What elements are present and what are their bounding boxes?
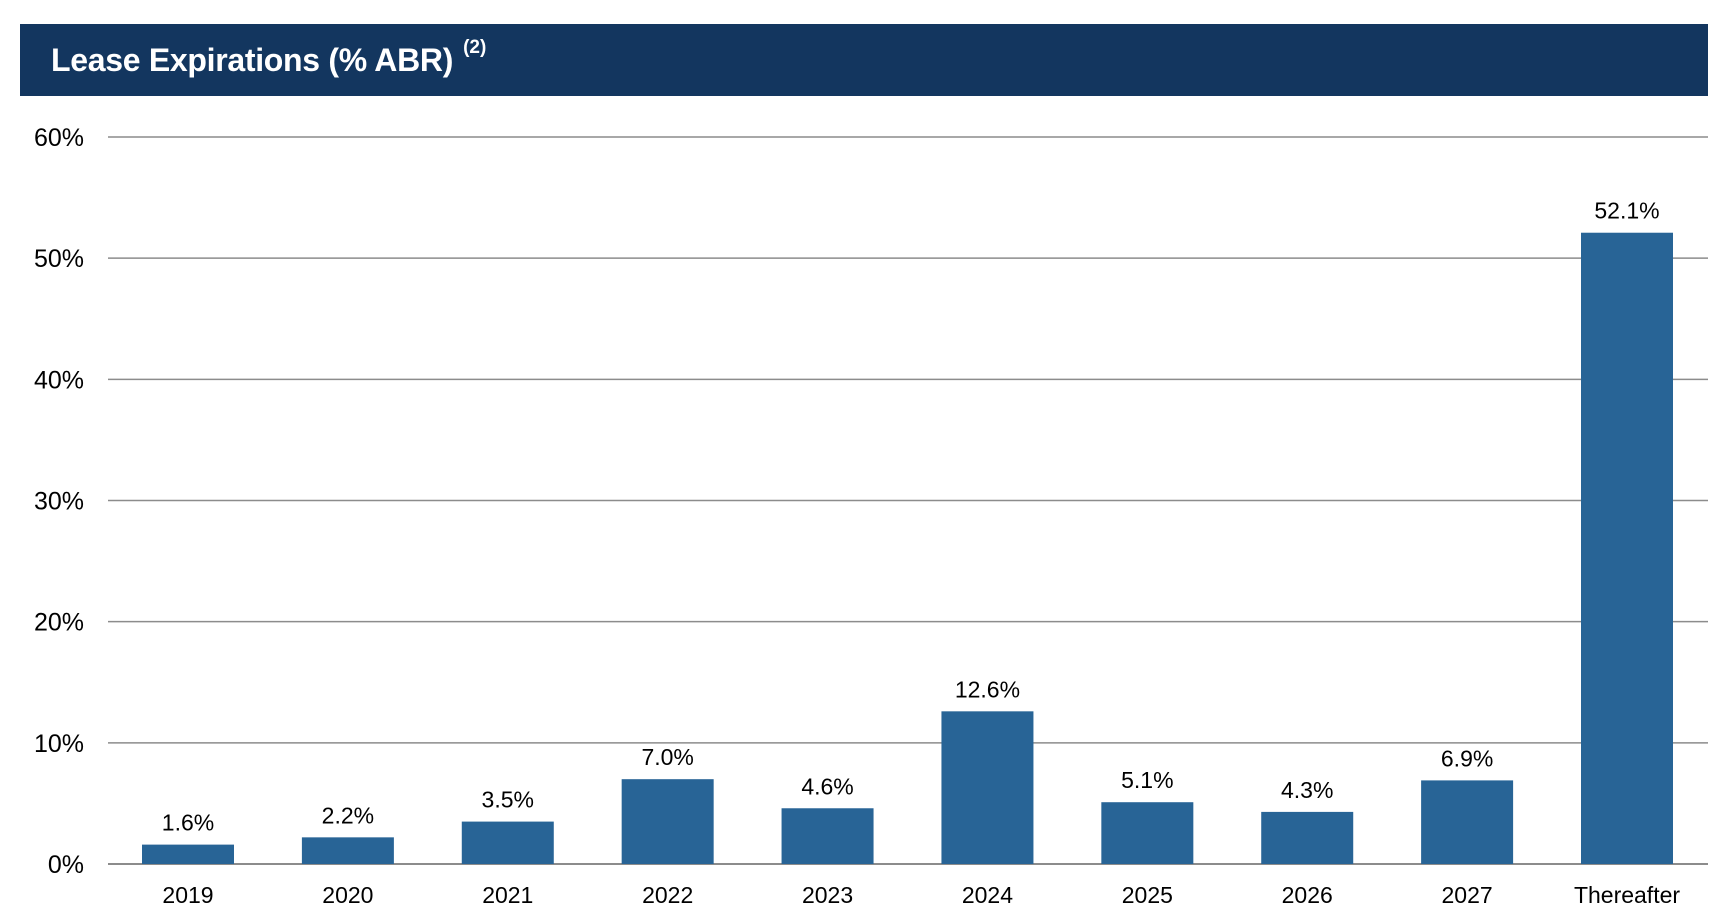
data-label: 3.5% (482, 787, 534, 813)
x-tick-label: 2024 (962, 882, 1013, 908)
data-label: 2.2% (322, 802, 374, 828)
y-tick-label: 40% (34, 366, 84, 394)
y-tick-label: 30% (34, 488, 84, 516)
x-tick-label: 2022 (642, 882, 693, 908)
data-label: 6.9% (1441, 745, 1493, 771)
x-axis-ticks: 2019 2020 2021 2022 2023 2024 2025 2026 2027 Ther… (162, 882, 1680, 908)
chart-title: Lease Expirations (% ABR) (51, 41, 454, 78)
y-tick-label: 0% (48, 851, 84, 879)
data-labels: 1.6% 2.2% 3.5% 7.0% 4.6% 12.6% 5.1% 4.3% 6.9% 52.… (162, 198, 1660, 836)
x-tick-label: 2025 (1122, 882, 1173, 908)
x-tick-label: 2021 (482, 882, 533, 908)
x-tick-label: 2023 (802, 882, 853, 908)
x-tick-label: Thereafter (1574, 882, 1680, 908)
bar (1261, 811, 1354, 864)
bar (1581, 232, 1673, 864)
data-label: 52.1% (1594, 198, 1659, 224)
x-tick-label: 2026 (1282, 882, 1333, 908)
chart-title-footnote: (2) (463, 37, 487, 58)
x-tick-label: 2019 (162, 882, 213, 908)
data-label: 5.1% (1121, 767, 1173, 793)
y-tick-label: 50% (34, 245, 84, 273)
data-label: 4.3% (1281, 777, 1333, 803)
data-label: 12.6% (955, 676, 1020, 702)
bar (1421, 780, 1514, 864)
bar (461, 821, 554, 864)
bar (1101, 802, 1194, 864)
y-axis-ticks: 0% 10% 20% 30% 40% 50% 60% (34, 124, 84, 879)
bar (781, 808, 874, 864)
data-label: 4.6% (801, 773, 853, 799)
y-tick-label: 10% (34, 730, 84, 758)
bar (941, 711, 1034, 864)
bar (301, 837, 394, 864)
bar (142, 844, 234, 864)
x-tick-label: 2020 (322, 882, 373, 908)
data-label: 7.0% (641, 744, 693, 770)
bar (621, 779, 714, 864)
x-tick-label: 2027 (1442, 882, 1493, 908)
y-tick-label: 60% (34, 124, 84, 152)
chart-title-bar: Lease Expirations (% ABR) (2) (20, 24, 1708, 96)
data-label: 1.6% (162, 810, 214, 836)
bars (142, 232, 1673, 864)
y-tick-label: 20% (34, 609, 84, 637)
